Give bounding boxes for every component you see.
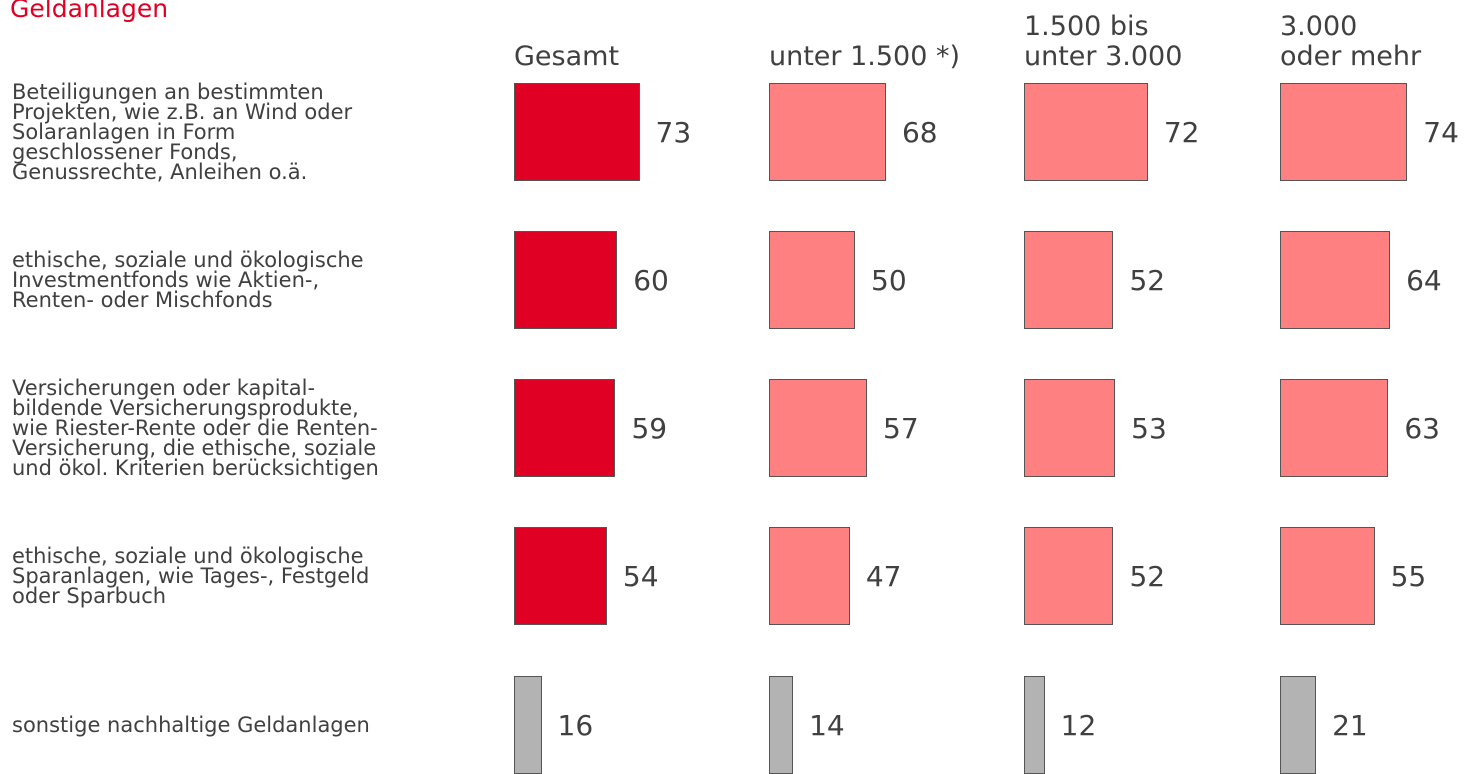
bar xyxy=(1280,83,1408,181)
value-label: 47 xyxy=(865,559,902,593)
bar xyxy=(1280,379,1389,477)
bar xyxy=(1024,379,1116,477)
bar xyxy=(1280,676,1317,774)
value-label: 52 xyxy=(1129,263,1166,297)
bar xyxy=(769,676,794,774)
bar xyxy=(1024,83,1148,181)
value-label: 14 xyxy=(809,708,845,742)
category-label: ethische, soziale und ökologische Sparan… xyxy=(12,544,370,608)
bar xyxy=(1024,527,1114,625)
value-label: 52 xyxy=(1129,559,1166,593)
category-label: sonstige nachhaltige Geldanlagen xyxy=(12,713,370,737)
bar xyxy=(1024,231,1114,329)
bar xyxy=(1024,676,1045,774)
value-label: 60 xyxy=(633,263,669,297)
chart-title: Geldanlagen xyxy=(10,0,169,23)
bar xyxy=(769,379,868,477)
series-header: unter 1.500 *) xyxy=(769,41,961,72)
category-label: Versicherungen oder kapital- bildende Ve… xyxy=(12,376,379,480)
category-label: Beteiligungen an bestimmten Projekten, w… xyxy=(12,80,353,184)
bar xyxy=(514,676,542,774)
value-label: 50 xyxy=(871,263,907,297)
bar xyxy=(769,231,855,329)
series-header: Gesamt xyxy=(514,41,620,72)
bar xyxy=(514,83,640,181)
category-label: ethische, soziale und ökologische Invest… xyxy=(12,248,364,312)
bar xyxy=(514,379,616,477)
bar xyxy=(1280,231,1391,329)
value-label: 63 xyxy=(1404,411,1440,445)
value-label: 68 xyxy=(901,115,938,149)
value-label: 21 xyxy=(1332,708,1368,742)
bar xyxy=(769,527,850,625)
bar xyxy=(514,231,618,329)
series-header: 1.500 bis unter 3.000 xyxy=(1024,11,1183,72)
value-label: 57 xyxy=(883,411,919,445)
value-label: 72 xyxy=(1163,115,1200,149)
value-label: 59 xyxy=(631,411,668,445)
value-label: 64 xyxy=(1406,263,1442,297)
bar xyxy=(1280,527,1375,625)
value-label: 12 xyxy=(1060,708,1097,742)
value-label: 55 xyxy=(1390,559,1427,593)
value-label: 16 xyxy=(557,708,594,742)
value-label: 74 xyxy=(1423,115,1459,149)
series-header: 3.000 oder mehr xyxy=(1280,11,1422,72)
value-label: 53 xyxy=(1131,411,1167,445)
bar xyxy=(769,83,886,181)
value-label: 73 xyxy=(655,115,692,149)
bar xyxy=(514,527,607,625)
value-label: 54 xyxy=(622,559,659,593)
